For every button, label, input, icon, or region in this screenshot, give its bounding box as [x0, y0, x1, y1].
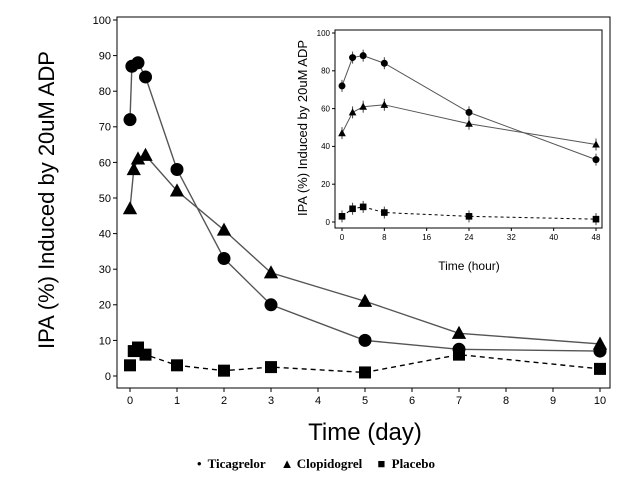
inset-x-tick-label: 24: [465, 233, 474, 242]
main-y-tick-label: 100: [93, 15, 111, 27]
legend-clopidogrel-label: Clopidogrel: [297, 456, 363, 471]
legend-placebo-symbol: ■: [378, 456, 386, 471]
inset-ticagrelor-point: [349, 54, 357, 62]
main-y-tick-label: 60: [99, 157, 111, 169]
inset-placebo-point: [592, 215, 600, 223]
inset-x-tick-label: 48: [592, 233, 601, 242]
main-x-tick-label: 6: [409, 395, 415, 407]
inset-x-tick-label: 40: [549, 233, 558, 242]
inset-ticagrelor-point: [338, 82, 346, 90]
main-clopidogrel-point: [130, 151, 146, 165]
main-x-tick-label: 8: [503, 395, 509, 407]
main-x-tick-label: 7: [456, 395, 462, 407]
main-y-tick-label: 20: [99, 300, 111, 312]
main-placebo-point: [594, 362, 606, 375]
main-ticagrelor-point: [217, 252, 231, 266]
inset-placebo-point: [465, 213, 473, 220]
main-x-tick-label: 9: [550, 395, 556, 407]
inset-placebo-point: [349, 205, 356, 213]
legend-clopidogrel-symbol: ▲: [281, 456, 294, 471]
main-clopidogrel-point: [122, 201, 138, 215]
legend-ticagrelor-label: Ticagrelor: [208, 456, 266, 471]
inset-placebo-point: [338, 213, 346, 220]
inset-chart: 0 20 40 60 80 100 0 8 16 24 32 40 48: [317, 29, 603, 242]
inset-clopidogrel-line: [341, 104, 597, 146]
main-placebo-point: [265, 361, 277, 374]
main-clopidogrel-point: [451, 325, 467, 339]
main-y-tick-label: 40: [99, 228, 111, 240]
main-clopidogrel-point: [126, 162, 141, 176]
inset-placebo-line: [341, 206, 597, 220]
inset-y-tick-label: 20: [321, 180, 330, 189]
inset-y-tick-label: 80: [321, 67, 330, 76]
inset-clopidogrel-point: [348, 108, 357, 116]
inset-clopidogrel-point: [592, 140, 600, 148]
main-axes-frame: [116, 16, 611, 389]
main-ticagrelor-point: [123, 113, 137, 127]
main-placebo-point: [359, 366, 371, 379]
main-y-tick-label: 0: [105, 371, 111, 383]
inset-clopidogrel-point: [465, 119, 473, 127]
main-x-tick-label: 1: [174, 395, 180, 407]
inset-ticagrelor-point: [592, 156, 600, 164]
main-y-axis-label: IPA (%) Induced by 20uM ADP: [34, 51, 59, 349]
main-y-tick-label: 90: [99, 50, 111, 62]
main-x-tick-label: 0: [127, 395, 133, 407]
main-y-tick-label: 10: [99, 335, 111, 347]
inset-x-tick-label: 8: [382, 233, 387, 242]
inset-y-tick-label: 0: [326, 218, 331, 227]
legend-ticagrelor-symbol: •: [197, 456, 202, 471]
main-placebo-point: [124, 359, 136, 372]
legend-placebo-label: Placebo: [392, 456, 435, 471]
legend: • Ticagrelor ▲ Clopidogrel ■ Placebo: [197, 456, 435, 471]
main-x-tick-label: 5: [362, 395, 368, 407]
inset-y-tick-label: 40: [321, 142, 330, 151]
main-ticagrelor-point: [131, 56, 145, 70]
main-placebo-point: [139, 348, 152, 361]
inset-y-tick-label: 60: [321, 104, 330, 113]
main-x-tick-label: 4: [315, 395, 321, 407]
main-clopidogrel-point: [592, 336, 608, 350]
inset-ticagrelor-point: [465, 108, 473, 116]
main-clopidogrel-point: [263, 265, 279, 279]
main-ticagrelor-point: [358, 333, 372, 347]
inset-x-tick-label: 0: [340, 233, 345, 242]
main-clopidogrel-line: [129, 154, 601, 345]
main-ticagrelor-point: [264, 298, 278, 312]
svg-text:• Ticagrelor ▲: • Ticagrelor ▲ Clopidogrel ■ Placebo: [197, 456, 435, 471]
main-clopidogrel-point: [216, 222, 232, 236]
main-y-tick-label: 30: [99, 264, 111, 276]
main-y-tick-label: 70: [99, 122, 111, 134]
inset-ticagrelor-point: [380, 59, 388, 67]
main-x-tick-label: 10: [594, 395, 606, 407]
inset-clopidogrel-point: [338, 129, 346, 137]
inset-placebo-point: [359, 203, 367, 211]
inset-placebo-point: [381, 209, 388, 216]
main-placebo-line: [129, 346, 601, 374]
main-x-tick-label: 3: [268, 395, 274, 407]
main-x-tick-label: 2: [221, 395, 227, 407]
main-ticagrelor-point: [170, 163, 184, 177]
main-clopidogrel-point: [138, 147, 153, 161]
inset-clopidogrel-point: [380, 100, 389, 108]
inset-clopidogrel-point: [359, 102, 368, 110]
inset-ticagrelor-line: [341, 55, 597, 161]
main-clopidogrel-point: [357, 293, 373, 307]
main-x-axis-label: Time (day): [308, 419, 422, 446]
main-placebo-point: [171, 359, 183, 372]
main-placebo-point: [453, 348, 465, 361]
main-y-tick-label: 50: [99, 193, 111, 205]
main-ticagrelor-point: [139, 70, 153, 84]
inset-x-tick-label: 16: [422, 233, 431, 242]
inset-y-tick-label: 100: [317, 29, 331, 38]
main-y-tick-label: 80: [99, 86, 111, 98]
inset-x-tick-label: 32: [507, 233, 516, 242]
inset-x-axis-label: Time (hour): [438, 259, 500, 273]
main-clopidogrel-point: [169, 183, 185, 197]
main-placebo-point: [218, 364, 230, 377]
inset-y-axis-label: IPA (%) Induced by 20uM ADP: [295, 40, 310, 216]
inset-ticagrelor-point: [359, 52, 367, 60]
